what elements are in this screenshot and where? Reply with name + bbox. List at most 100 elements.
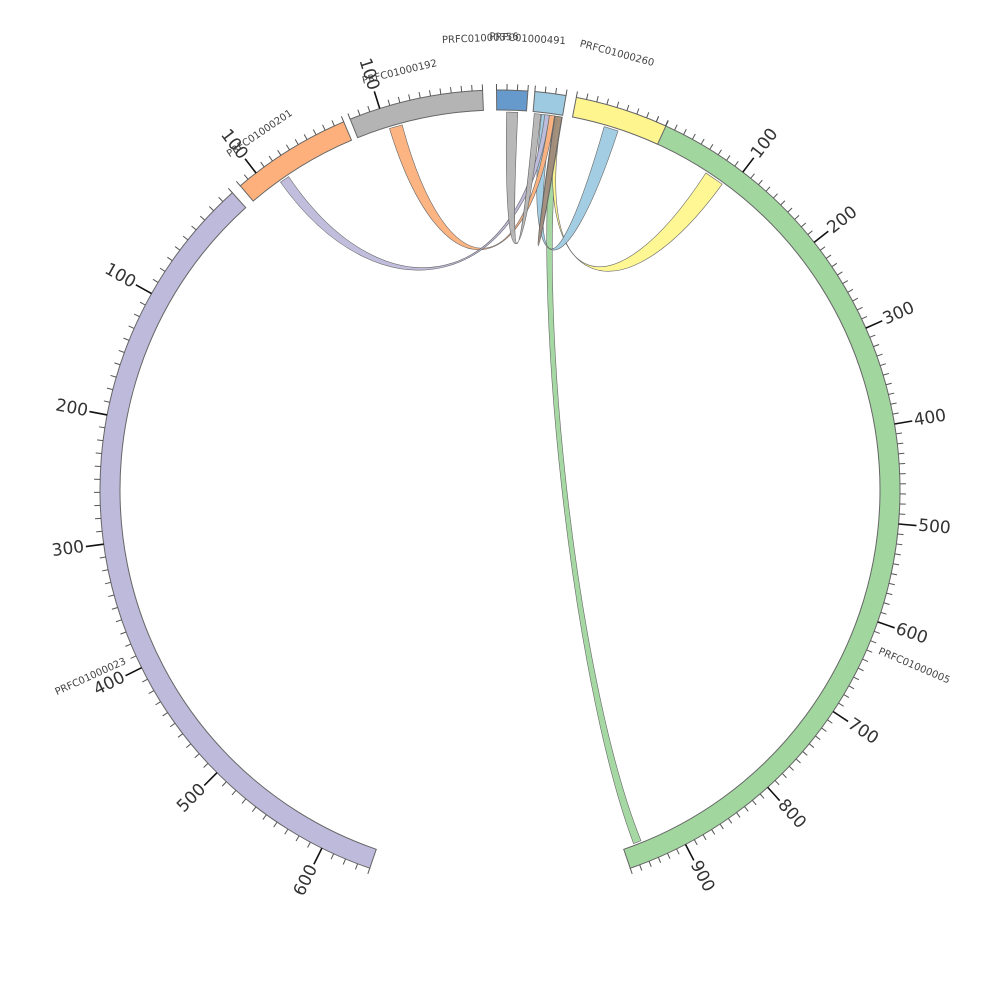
tick-mark (894, 553, 901, 556)
tick-mark (155, 701, 161, 706)
tick-mark (125, 643, 132, 647)
tick-mark (862, 658, 869, 663)
tick-mark (870, 640, 877, 644)
tick-mark (387, 99, 391, 106)
tick-mark (646, 112, 650, 119)
tick-mark (367, 105, 371, 112)
tick-mark (873, 344, 880, 348)
tick-mark (110, 374, 117, 378)
tick-mark (734, 160, 739, 167)
tick-mark (892, 412, 899, 415)
tick-mark (837, 271, 843, 276)
tick-mark (890, 402, 897, 405)
tick-label: 100 (747, 125, 783, 163)
link-ribbon-prfc01000491-prfc01000491 (537, 115, 563, 246)
tick-mark (273, 821, 278, 828)
tick-mark (736, 812, 741, 818)
tick-mark (665, 120, 669, 127)
tick-mark (759, 793, 765, 799)
tick-mark (702, 834, 707, 841)
tick-mark (586, 93, 589, 100)
tick-mark (676, 848, 680, 855)
tick-mark (895, 432, 903, 435)
tick-mark (815, 735, 821, 741)
tick-mark (888, 392, 895, 395)
tick-mark (104, 581, 111, 585)
tick-mark (886, 592, 893, 596)
link-ribbon-prfc01000491-prfc01000201 (280, 114, 550, 271)
tick-mark (241, 798, 247, 804)
tick-mark (626, 104, 630, 111)
tick-mark (199, 215, 206, 221)
tick-mark (331, 120, 335, 127)
contig-label-prfc01000356: PRFC01000356 (442, 32, 519, 46)
tick-mark (856, 306, 863, 311)
tick-mark (251, 806, 257, 813)
tick-mark (106, 387, 113, 391)
tick-mark (85, 543, 104, 548)
tick-mark (169, 722, 176, 728)
tick-mark (373, 91, 381, 109)
tick-mark (397, 96, 401, 103)
tick-mark (111, 606, 118, 610)
tick-mark (880, 611, 887, 615)
tick-mark (97, 439, 104, 442)
tick-label: 300 (51, 537, 86, 561)
tick-mark (534, 85, 536, 92)
tick-mark (795, 758, 801, 764)
tick-mark (174, 246, 181, 251)
tick-mark (354, 863, 359, 870)
link-ribbon-prfc01000491-prfc01000260 (552, 116, 723, 272)
tick-mark (821, 727, 827, 732)
tick-mark (667, 853, 671, 859)
tick-label: 500 (917, 516, 951, 539)
tick-mark (691, 133, 696, 140)
tick-mark (96, 530, 103, 533)
tick-mark (857, 667, 864, 672)
tick-mark (752, 799, 757, 806)
tick-mark (102, 569, 109, 572)
tick-mark (262, 814, 267, 820)
tick-mark (684, 844, 695, 861)
tick-mark (852, 297, 859, 302)
tick-mark (227, 187, 233, 194)
tick-mark (284, 828, 289, 835)
tick-mark (877, 621, 895, 629)
tick-mark (885, 382, 892, 386)
tick-mark (99, 556, 106, 559)
tick-mark (294, 139, 299, 145)
tick-mark (162, 712, 168, 717)
tick-label: 900 (686, 857, 719, 895)
contig-segment-prfc01000005 (623, 121, 901, 869)
tick-label: 700 (844, 714, 882, 749)
contig-segment-prfc01000192 (349, 89, 484, 139)
tick-mark (883, 372, 890, 376)
tick-mark (898, 523, 917, 527)
tick-mark (827, 719, 833, 724)
tick-mark (194, 753, 200, 759)
contig-segment-prfc01000201 (239, 121, 353, 202)
tick-mark (831, 262, 838, 268)
tick-mark (347, 113, 351, 120)
tick-mark (439, 88, 442, 95)
tick-mark (616, 101, 620, 108)
tick-mark (765, 186, 771, 192)
tick-mark (780, 200, 786, 206)
tick-mark (322, 124, 326, 131)
tick-mark (888, 582, 895, 586)
tick-mark (842, 280, 849, 285)
tick-mark (208, 206, 214, 212)
tick-mark (773, 193, 778, 199)
tick-mark (897, 533, 904, 536)
tick-mark (709, 144, 714, 150)
tick-mark (575, 91, 578, 98)
tick-mark (896, 543, 903, 546)
tick-mark (832, 710, 849, 723)
tick-mark (655, 116, 660, 122)
tick-mark (897, 442, 904, 445)
tick-mark (800, 222, 807, 228)
tick-mark (648, 861, 652, 867)
tick-mark (340, 116, 345, 122)
tick-mark (639, 864, 643, 871)
